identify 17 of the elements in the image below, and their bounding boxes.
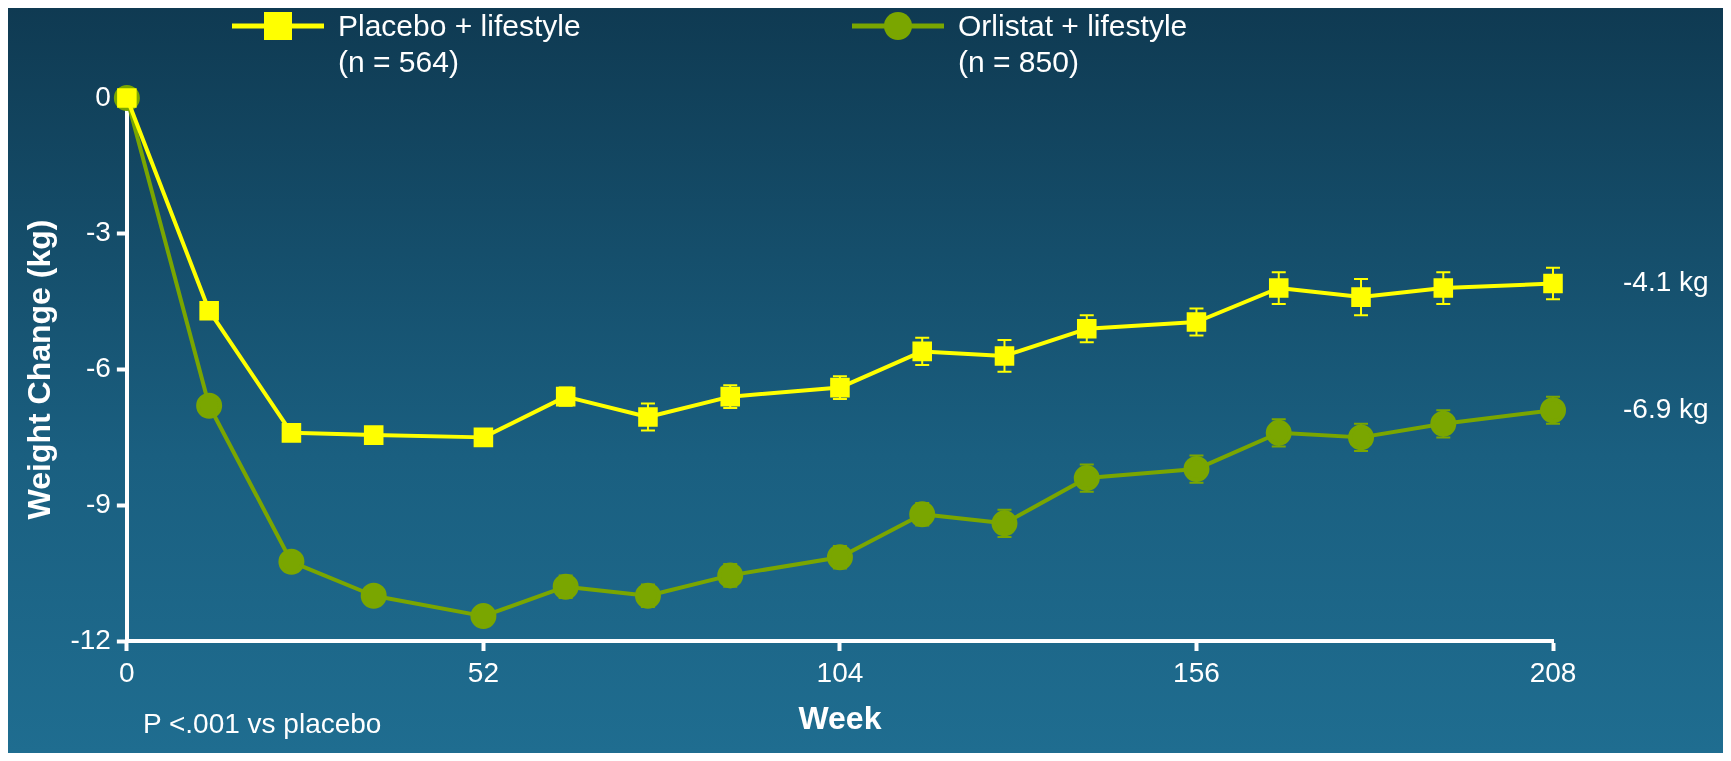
y-tick-label: -9: [85, 487, 111, 519]
x-tick-label: 0: [119, 656, 135, 688]
text: P <.001 vs placebo: [143, 707, 382, 739]
x-tick-label: 104: [816, 656, 864, 688]
y-tick-label: -6: [85, 352, 111, 384]
x-tick-label: 52: [467, 656, 499, 688]
x-tick-label: 208: [1529, 656, 1577, 688]
y-axis-title: Weight Change (kg): [21, 219, 58, 520]
y-tick-label: -12: [70, 623, 111, 655]
annotation: -6.9 kg: [1623, 392, 1709, 424]
y-tick-label: -3: [85, 216, 111, 248]
annotation: -4.1 kg: [1623, 266, 1709, 298]
legend-label: Orlistat + lifestyle (n = 850): [958, 8, 1189, 80]
y-tick-label: 0: [95, 80, 111, 112]
x-tick-label: 156: [1173, 656, 1220, 688]
x-axis-title: Week: [798, 699, 882, 736]
legend-label: Placebo + lifestyle (n = 564): [338, 8, 582, 80]
